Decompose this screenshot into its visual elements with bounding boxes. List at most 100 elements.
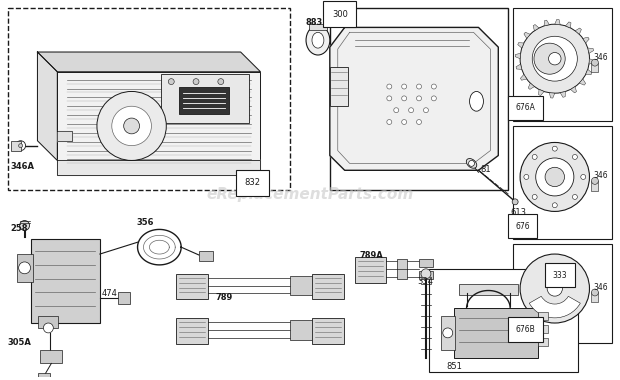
Polygon shape (57, 160, 260, 175)
Polygon shape (533, 25, 539, 31)
Polygon shape (588, 48, 593, 53)
Circle shape (581, 174, 586, 179)
Bar (454, 308, 538, 358)
Bar (441, 316, 454, 350)
Bar (513, 126, 613, 239)
Circle shape (591, 177, 598, 184)
Polygon shape (586, 70, 592, 75)
Ellipse shape (469, 92, 484, 111)
Circle shape (545, 167, 564, 187)
Circle shape (168, 79, 174, 85)
Bar (419, 271, 433, 279)
Text: 305A: 305A (7, 338, 32, 347)
Bar (355, 257, 386, 283)
Ellipse shape (466, 158, 477, 168)
Polygon shape (524, 32, 530, 38)
Circle shape (532, 155, 537, 159)
Circle shape (532, 195, 537, 200)
Bar (309, 24, 327, 30)
Circle shape (552, 203, 557, 208)
Text: 789: 789 (216, 293, 233, 302)
Ellipse shape (312, 32, 324, 48)
Circle shape (402, 120, 407, 125)
Bar (176, 318, 208, 344)
Bar (459, 283, 518, 295)
Bar (397, 259, 407, 279)
Bar (538, 312, 548, 320)
Polygon shape (37, 52, 260, 72)
Circle shape (123, 118, 140, 134)
Text: 676: 676 (515, 222, 529, 231)
Polygon shape (555, 19, 560, 25)
Circle shape (520, 142, 590, 211)
Bar (290, 276, 312, 295)
Ellipse shape (306, 25, 330, 55)
Polygon shape (539, 89, 544, 95)
Circle shape (423, 108, 428, 112)
Polygon shape (583, 37, 589, 43)
Circle shape (547, 281, 562, 296)
Bar (290, 320, 312, 340)
Bar (176, 274, 208, 299)
Text: 676B: 676B (515, 325, 535, 334)
Circle shape (402, 84, 407, 89)
Circle shape (417, 84, 422, 89)
Circle shape (421, 269, 431, 279)
Polygon shape (544, 20, 549, 26)
Circle shape (432, 84, 436, 89)
Bar (30, 239, 100, 323)
Polygon shape (579, 79, 586, 85)
Circle shape (534, 43, 565, 74)
Bar (17, 254, 32, 282)
Circle shape (520, 254, 590, 323)
Circle shape (432, 96, 436, 101)
Polygon shape (589, 59, 595, 64)
Text: 832: 832 (245, 178, 260, 187)
Circle shape (387, 96, 392, 101)
Circle shape (591, 289, 598, 296)
Polygon shape (528, 83, 534, 89)
Bar (40, 350, 62, 363)
Circle shape (443, 328, 453, 338)
Text: 334: 334 (417, 277, 433, 286)
Bar (538, 325, 548, 333)
Circle shape (469, 160, 474, 166)
Bar (513, 8, 613, 121)
Text: 789A: 789A (360, 251, 383, 260)
Circle shape (536, 158, 574, 196)
Circle shape (520, 24, 590, 93)
Bar (312, 274, 343, 299)
Circle shape (402, 96, 407, 101)
Text: 300: 300 (332, 10, 348, 19)
Polygon shape (516, 64, 522, 70)
Bar (591, 293, 598, 302)
Circle shape (97, 92, 166, 160)
Circle shape (387, 120, 392, 125)
Circle shape (572, 195, 577, 200)
Bar (591, 181, 598, 191)
Polygon shape (575, 28, 582, 34)
Bar (161, 74, 249, 123)
Text: 346: 346 (593, 283, 608, 291)
Bar (429, 269, 578, 372)
Circle shape (591, 59, 598, 66)
Circle shape (193, 79, 199, 85)
Wedge shape (529, 296, 580, 318)
Circle shape (417, 120, 422, 125)
Circle shape (112, 106, 151, 146)
Text: 613: 613 (510, 208, 526, 217)
Text: 676A: 676A (515, 103, 535, 112)
Circle shape (394, 108, 399, 112)
Polygon shape (330, 27, 498, 170)
Circle shape (19, 262, 30, 274)
Circle shape (552, 146, 557, 151)
Bar (330, 67, 348, 106)
Text: 258: 258 (11, 225, 28, 233)
Text: 333: 333 (553, 271, 567, 280)
Bar (538, 338, 548, 346)
Circle shape (43, 323, 53, 333)
Polygon shape (565, 22, 571, 28)
Circle shape (512, 199, 518, 205)
Text: 883: 883 (305, 17, 322, 27)
Polygon shape (57, 131, 72, 141)
